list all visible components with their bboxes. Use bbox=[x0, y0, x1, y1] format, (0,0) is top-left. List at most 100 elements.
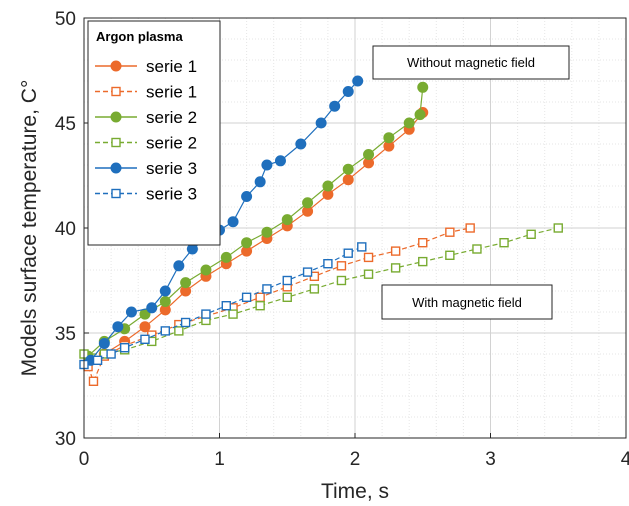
data-point bbox=[220, 251, 232, 263]
data-point bbox=[336, 275, 347, 286]
legend-label: serie 3 bbox=[146, 159, 197, 178]
data-point bbox=[241, 237, 253, 249]
data-point bbox=[200, 264, 212, 276]
data-point bbox=[472, 244, 482, 254]
legend-box bbox=[87, 20, 221, 246]
data-point bbox=[342, 86, 354, 97]
annotation-without-field: Without magnetic field bbox=[372, 45, 570, 80]
data-point bbox=[160, 326, 171, 336]
legend-label: serie 3 bbox=[146, 185, 197, 204]
data-point bbox=[227, 216, 239, 228]
legend-swatch-marker bbox=[111, 137, 121, 148]
x-tick-label: 3 bbox=[485, 449, 496, 470]
data-point bbox=[261, 159, 273, 171]
y-tick-label: 45 bbox=[55, 114, 76, 135]
data-point bbox=[390, 263, 401, 273]
data-point bbox=[499, 237, 509, 248]
data-point bbox=[526, 229, 536, 240]
data-point bbox=[112, 321, 124, 333]
data-point bbox=[403, 117, 415, 129]
data-point bbox=[302, 197, 314, 209]
legend-item: serie 3 bbox=[95, 159, 197, 178]
data-point bbox=[119, 343, 130, 353]
data-point bbox=[342, 174, 354, 186]
axis-ticks: 0 1 2 3 4 30 35 40 45 50 bbox=[55, 9, 629, 470]
data-point bbox=[274, 155, 286, 167]
data-point bbox=[383, 132, 395, 144]
data-point bbox=[254, 176, 266, 188]
data-point bbox=[390, 246, 401, 256]
x-axis-label: Time, s bbox=[321, 480, 389, 503]
data-point bbox=[343, 248, 353, 258]
data-point bbox=[174, 326, 184, 336]
annotation-text: Without magnetic field bbox=[407, 55, 535, 70]
data-point bbox=[322, 180, 334, 192]
data-point bbox=[342, 163, 354, 175]
series-line bbox=[83, 246, 363, 366]
data-point bbox=[553, 223, 563, 233]
data-point bbox=[125, 306, 137, 318]
data-point bbox=[336, 261, 347, 271]
legend-item: serie 1 bbox=[95, 83, 197, 102]
legend-items: serie 1 serie 1 serie 2 serie 2 serie 3 serie… bbox=[95, 57, 197, 204]
data-point bbox=[201, 309, 211, 319]
data-point bbox=[418, 237, 428, 248]
data-point bbox=[414, 109, 426, 121]
data-point bbox=[92, 355, 103, 365]
data-point bbox=[281, 214, 293, 226]
data-point bbox=[302, 267, 313, 277]
data-point bbox=[180, 277, 192, 289]
x-tick-label: 4 bbox=[621, 449, 629, 470]
legend-item: serie 1 bbox=[95, 57, 197, 76]
series-5 bbox=[85, 75, 364, 366]
legend-swatch-marker bbox=[111, 86, 121, 97]
series-6 bbox=[79, 242, 367, 370]
data-point bbox=[262, 284, 272, 294]
legend-label: serie 2 bbox=[146, 134, 197, 153]
data-point bbox=[282, 292, 292, 302]
legend-title: Argon plasma bbox=[96, 29, 183, 44]
data-point bbox=[106, 349, 116, 359]
legend-swatch-marker bbox=[110, 60, 122, 72]
series-4 bbox=[79, 223, 563, 359]
y-tick-label: 30 bbox=[55, 429, 76, 450]
data-point bbox=[315, 117, 327, 129]
data-point bbox=[261, 226, 273, 238]
legend-label: serie 1 bbox=[146, 83, 197, 102]
data-point bbox=[295, 138, 307, 150]
data-point bbox=[221, 301, 231, 311]
data-point bbox=[417, 81, 429, 93]
data-point bbox=[241, 292, 252, 302]
legend-label: serie 2 bbox=[146, 108, 197, 127]
y-tick-label: 50 bbox=[55, 9, 76, 30]
legend-label: serie 1 bbox=[146, 57, 197, 76]
data-point bbox=[352, 75, 364, 87]
y-tick-label: 35 bbox=[55, 324, 76, 345]
data-point bbox=[88, 376, 99, 386]
y-tick-label: 40 bbox=[55, 219, 76, 240]
annotation-text: With magnetic field bbox=[412, 295, 522, 310]
data-point bbox=[282, 275, 292, 286]
data-point bbox=[309, 284, 320, 294]
data-point bbox=[159, 285, 171, 297]
data-point bbox=[180, 317, 191, 328]
data-point bbox=[323, 259, 333, 269]
data-point bbox=[363, 149, 375, 160]
plot-series bbox=[79, 75, 563, 386]
legend-swatch-marker bbox=[111, 188, 121, 199]
data-point bbox=[139, 321, 151, 333]
y-axis-label: Models surface temperature, C° bbox=[18, 80, 41, 377]
data-point bbox=[418, 256, 428, 267]
data-point bbox=[173, 260, 185, 272]
data-point bbox=[445, 250, 455, 261]
data-point bbox=[98, 338, 110, 349]
annotation-box bbox=[381, 284, 553, 320]
data-point bbox=[357, 242, 367, 252]
legend-item: serie 2 bbox=[95, 134, 197, 153]
x-tick-label: 0 bbox=[79, 449, 90, 470]
x-tick-label: 2 bbox=[350, 449, 361, 470]
data-point bbox=[445, 227, 455, 237]
data-point bbox=[159, 296, 171, 307]
